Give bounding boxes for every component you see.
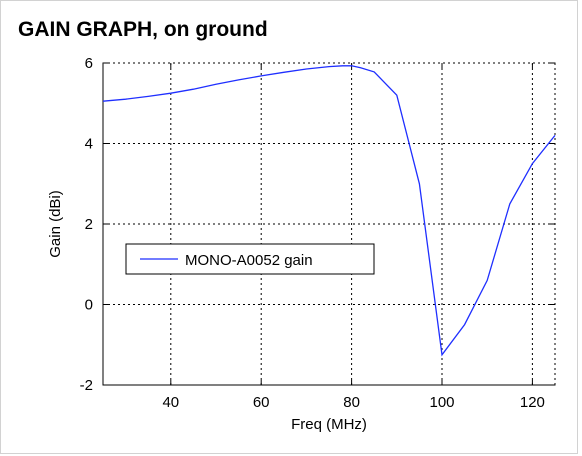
y-axis-label: Gain (dBi) xyxy=(47,190,64,258)
series-line-0 xyxy=(102,65,556,357)
legend-label: MONO-A0052 gain xyxy=(185,252,313,269)
y-tick-label: 6 xyxy=(85,55,93,72)
grid xyxy=(103,62,555,385)
series-layer xyxy=(102,65,556,357)
y-tick-label: -2 xyxy=(80,377,93,394)
x-axis-label: Freq (MHz) xyxy=(291,416,367,433)
y-tick-label: 2 xyxy=(85,216,93,233)
legend: MONO-A0052 gain xyxy=(125,243,375,275)
x-tick-label: 100 xyxy=(429,394,454,411)
x-tick-label: 60 xyxy=(253,394,270,411)
x-tick-label: 120 xyxy=(520,394,545,411)
y-tick-label: 0 xyxy=(85,297,93,314)
x-tick-label: 40 xyxy=(162,394,179,411)
chart-title: GAIN GRAPH, on ground xyxy=(18,18,268,41)
x-tick-label: 80 xyxy=(343,394,360,411)
y-tick-label: 4 xyxy=(85,136,93,153)
axis-ticks: 40 60 80 100 120 -2 0 2 4 6 xyxy=(80,55,555,411)
